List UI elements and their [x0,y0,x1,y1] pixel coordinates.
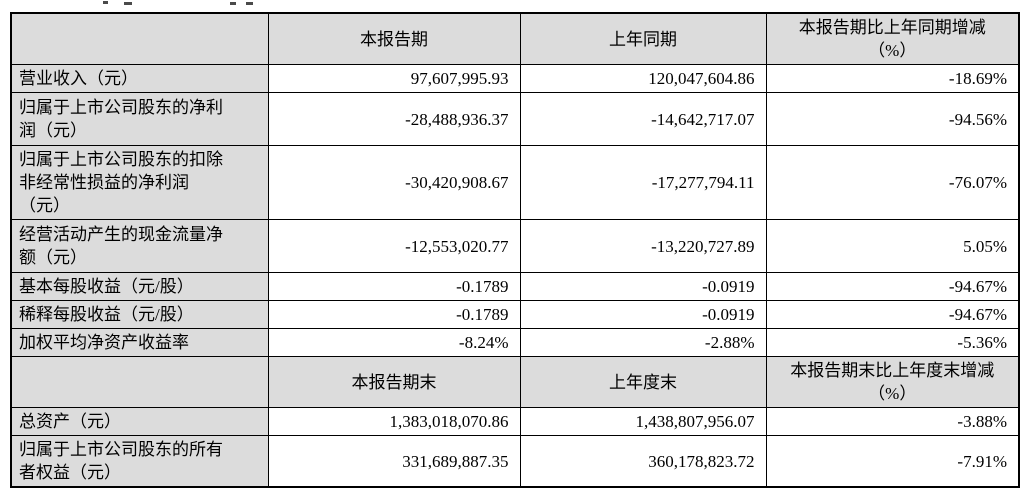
change-percent-value: 5.05% [765,219,1020,273]
current-period-value: -12,553,020.77 [267,219,521,273]
metric-label-cell: 总资产（元） [10,407,269,436]
current-period-value: -0.1789 [267,300,521,329]
clipped-glyph-fragment [246,2,253,5]
prior-period-value: -14,642,717.07 [519,92,767,146]
change-percent-value: -94.67% [765,272,1020,301]
metric-label-cell: 营业收入（元） [10,64,269,93]
table-row-basic-eps: 基本每股收益（元/股） -0.1789 -0.0919 -94.67% [10,272,1020,301]
current-period-value: -8.24% [267,328,521,357]
table-header-row-period-end: 本报告期末 上年度末 本报告期末比上年度末增减 （%） [10,356,1020,408]
table-row-net-profit-excl-nonrecurring: 归属于上市公司股东的扣除 非经常性损益的净利润 （元） -30,420,908.… [10,145,1020,220]
current-period-value: -30,420,908.67 [267,145,521,220]
current-period-value: 97,607,995.93 [267,64,521,93]
metric-label-cell: 稀释每股收益（元/股） [10,300,269,329]
change-percent-value: -7.91% [765,435,1020,488]
metric-label-cell: 基本每股收益（元/股） [10,272,269,301]
change-percent-value: -18.69% [765,64,1020,93]
change-percent-value: -5.36% [765,328,1020,357]
table-row-total-assets: 总资产（元） 1,383,018,070.86 1,438,807,956.07… [10,407,1020,436]
period-end-change-header: 本报告期末比上年度末增减 （%） [765,356,1020,408]
period-change-header: 本报告期比上年同期增减 （%） [765,12,1020,65]
change-percent-value: -3.88% [765,407,1020,436]
prior-period-value: -0.0919 [519,300,767,329]
prior-period-value: -17,277,794.11 [519,145,767,220]
table-row-diluted-eps: 稀释每股收益（元/股） -0.1789 -0.0919 -94.67% [10,300,1020,329]
change-percent-value: -94.67% [765,300,1020,329]
prior-period-value: -2.88% [519,328,767,357]
table-row-net-profit: 归属于上市公司股东的净利 润（元） -28,488,936.37 -14,642… [10,92,1020,146]
metric-label-cell: 归属于上市公司股东的所有 者权益（元） [10,435,269,488]
table-row-equity-attributable: 归属于上市公司股东的所有 者权益（元） 331,689,887.35 360,1… [10,435,1020,488]
metric-label-cell: 经营活动产生的现金流量净 额（元） [10,219,269,273]
metric-label-cell: 加权平均净资产收益率 [10,328,269,357]
change-percent-value: -94.56% [765,92,1020,146]
table-row-weighted-avg-roe: 加权平均净资产收益率 -8.24% -2.88% -5.36% [10,328,1020,357]
current-period-header: 本报告期 [267,12,521,65]
prior-year-end-value: 1,438,807,956.07 [519,407,767,436]
prior-period-value: -13,220,727.89 [519,219,767,273]
table-header-row-period: 本报告期 上年同期 本报告期比上年同期增减 （%） [10,12,1020,65]
table-row-operating-cash-flow: 经营活动产生的现金流量净 额（元） -12,553,020.77 -13,220… [10,219,1020,273]
metric-header-cell [10,356,269,408]
metric-header-cell [10,12,269,65]
current-period-end-value: 331,689,887.35 [267,435,521,488]
prior-year-end-header: 上年度末 [519,356,767,408]
current-period-value: -0.1789 [267,272,521,301]
clipped-glyph-fragment [230,2,236,5]
current-period-end-value: 1,383,018,070.86 [267,407,521,436]
financial-summary-table: 本报告期 上年同期 本报告期比上年同期增减 （%） 营业收入（元） 97,607… [10,12,1020,488]
current-period-end-header: 本报告期末 [267,356,521,408]
metric-label-cell: 归属于上市公司股东的扣除 非经常性损益的净利润 （元） [10,145,269,220]
metric-label-cell: 归属于上市公司股东的净利 润（元） [10,92,269,146]
clipped-glyph-fragment [103,1,108,4]
prior-period-value: -0.0919 [519,272,767,301]
current-period-value: -28,488,936.37 [267,92,521,146]
clipped-glyph-fragment [124,2,132,5]
table-row-operating-revenue: 营业收入（元） 97,607,995.93 120,047,604.86 -18… [10,64,1020,93]
prior-year-end-value: 360,178,823.72 [519,435,767,488]
prior-period-header: 上年同期 [519,12,767,65]
prior-period-value: 120,047,604.86 [519,64,767,93]
change-percent-value: -76.07% [765,145,1020,220]
